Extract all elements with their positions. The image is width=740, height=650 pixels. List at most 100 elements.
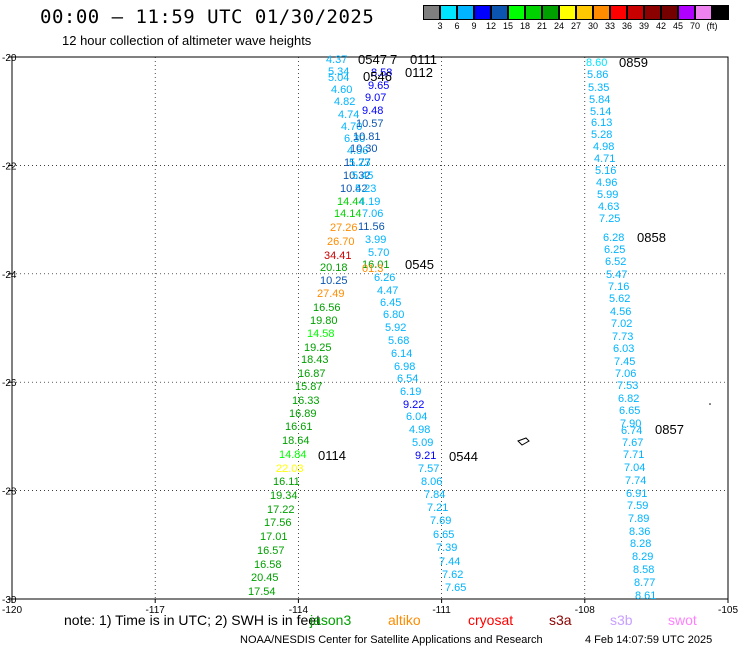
wave-height-value: 4.19	[359, 196, 380, 208]
wave-height-value: 5.35	[588, 82, 609, 94]
note-text: note: 1) Time is in UTC; 2) SWH is in fe…	[64, 612, 320, 628]
wave-height-value: 15.87	[295, 381, 323, 393]
legend-label: 45	[672, 21, 683, 31]
pass-time-label: 0859	[619, 55, 648, 70]
legend-swatch	[712, 5, 729, 20]
lon-tick-label: -114	[289, 605, 309, 616]
legend-swatch	[644, 5, 661, 20]
wave-height-value: 8.58	[371, 67, 392, 79]
wave-height-value: 16.87	[298, 368, 326, 380]
legend-label: 36	[621, 21, 632, 31]
wave-height-value: 20.45	[251, 572, 279, 584]
wave-height-value: 18.64	[282, 435, 310, 447]
wave-height-value: 6.54	[397, 373, 418, 385]
wave-height-value: 5.09	[412, 437, 433, 449]
wave-height-value: 6.82	[618, 393, 639, 405]
wave-height-value: 10.25	[320, 275, 348, 287]
wave-height-value: 10.81	[353, 131, 381, 143]
wave-height-value: 6.74	[621, 425, 642, 437]
wave-height-value: 7.04	[624, 462, 645, 474]
wave-height-value: 7.71	[623, 449, 644, 461]
wave-height-value: 3.99	[365, 234, 386, 246]
wave-height-value: 19.34	[270, 490, 298, 502]
legend-swatch	[576, 5, 593, 20]
legend-label: 27	[570, 21, 581, 31]
wave-height-value: 6.65	[433, 529, 454, 541]
generated-timestamp: 4 Feb 14:07:59 UTC 2025	[585, 634, 713, 646]
pass-time-label: 0547	[358, 52, 387, 67]
wave-height-value: 7.65	[445, 582, 466, 594]
wave-height-value: 7.39	[436, 542, 457, 554]
pass-time-label: 0544	[449, 449, 478, 464]
wave-height-value: 26.70	[327, 236, 355, 248]
legend-label: 3	[437, 21, 443, 31]
wave-height-value: 34.41	[324, 250, 352, 262]
wave-height-value: 7.89	[628, 513, 649, 525]
wave-height-value: 5.86	[587, 69, 608, 81]
legend-swatch	[457, 5, 474, 20]
wave-height-value: 16.57	[257, 545, 285, 557]
legend-swatch	[423, 5, 440, 20]
wave-height-value: 6.19	[400, 386, 421, 398]
wave-height-value: 18.43	[301, 354, 329, 366]
wave-height-value: 6.14	[391, 348, 412, 360]
wave-height-value: 17.56	[264, 517, 292, 529]
wave-height-value: 16.11	[273, 476, 300, 488]
legend-label: 24	[553, 21, 564, 31]
wave-height-value: 10.42	[340, 183, 368, 195]
wave-height-value: 9.48	[362, 105, 383, 117]
island-outline	[517, 437, 530, 446]
lat-tick-label: -20	[2, 53, 17, 64]
wave-height-value: 17.22	[267, 504, 295, 516]
wave-height-value: 7.21	[427, 502, 448, 514]
wave-height-value: 6.45	[380, 297, 401, 309]
lat-tick-label: -22	[2, 161, 17, 172]
wave-height-value: 8.36	[629, 526, 650, 538]
wave-height-value: 9.07	[365, 92, 386, 104]
wave-height-value: 7.44	[439, 556, 460, 568]
wave-height-value: 4.71	[594, 153, 615, 165]
wave-height-value: 9.22	[403, 399, 424, 411]
legend-label: 33	[604, 21, 615, 31]
wave-height-value: 6.13	[591, 117, 612, 129]
wave-height-value: 7.06	[362, 208, 383, 220]
wave-height-value: 6.03	[613, 343, 634, 355]
mission-label-altiko: altiko	[388, 612, 421, 628]
wave-height-value: 17.54	[248, 586, 276, 598]
legend-swatch	[559, 5, 576, 20]
wave-height-value: 7.84	[424, 489, 445, 501]
wave-height-value: 6.26	[374, 272, 395, 284]
wave-height-value: 4.60	[331, 84, 352, 96]
wave-height-value: 6.52	[605, 256, 626, 268]
wave-height-value: 14.58	[307, 328, 335, 340]
wave-height-value: 7.73	[612, 331, 633, 343]
island-dot	[709, 403, 711, 405]
legend-label: 70	[689, 21, 700, 31]
wave-height-value: 10.30	[350, 143, 378, 155]
wave-height-value: 10.32	[343, 170, 371, 182]
wave-height-value: 7.67	[622, 437, 643, 449]
wave-height-value: 16.01	[362, 259, 390, 271]
wave-height-value: 7.25	[599, 213, 620, 225]
lat-tick-label: -28	[2, 487, 17, 498]
pass-time-label: 0546	[363, 69, 392, 84]
mission-label-jason3: jason3	[310, 612, 352, 628]
wave-height-value: 5.92	[385, 322, 406, 334]
legend-label: 21	[536, 21, 547, 31]
wave-height-value: 16.61	[285, 421, 313, 433]
wave-height-value: 8.58	[633, 564, 654, 576]
wave-height-value: 5.70	[368, 247, 389, 259]
wave-height-value: 5.99	[597, 189, 618, 201]
wave-height-value: 14.84	[279, 449, 307, 461]
legend-swatch	[593, 5, 610, 20]
wave-height-value: 7.45	[614, 356, 635, 368]
wave-height-value: 6.28	[603, 232, 624, 244]
legend-swatch	[695, 5, 712, 20]
wave-height-value: 19.25	[304, 342, 332, 354]
wave-height-value: 4.82	[334, 96, 355, 108]
wave-height-value: 5.04	[328, 72, 349, 84]
wave-height-value: 11.56	[358, 221, 385, 233]
wave-height-value: 5.23	[349, 157, 370, 169]
lon-tick-label: -117	[146, 605, 166, 616]
mission-label-s3b: s3b	[610, 612, 633, 628]
